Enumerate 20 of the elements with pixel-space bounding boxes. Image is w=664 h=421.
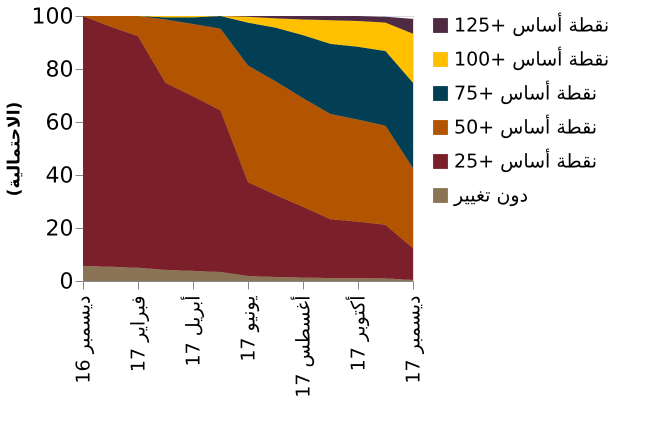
y-tick-label: 20 — [46, 216, 74, 242]
legend-label: نقطة أساس +50 — [454, 114, 598, 138]
x-tick-label: فبراير 17 — [128, 296, 150, 372]
legend-label: نقطة أساس +125 — [454, 12, 610, 36]
x-tick-label: أغسطس 17 — [290, 296, 314, 398]
y-tick-label: 60 — [46, 110, 74, 136]
legend-label: نقطة أساس +100 — [454, 46, 610, 70]
legend-label: نقطة أساس +75 — [454, 80, 598, 104]
y-axis-title: (الاحتمالية) — [4, 102, 25, 196]
x-tick-label: أكتوبر 17 — [346, 296, 370, 372]
legend-label: دون تغيير — [453, 184, 528, 206]
x-tick-label: ديسمبر 17 — [402, 296, 424, 384]
y-tick-label: 40 — [46, 164, 74, 188]
y-tick-label: 100 — [32, 4, 74, 30]
y-tick-label: 0 — [60, 270, 74, 294]
x-tick-label: يونيو 17 — [238, 296, 260, 362]
x-tick-label: ديسمبر 16 — [72, 296, 94, 384]
x-tick-label: أبريل 17 — [180, 296, 204, 366]
legend-label: نقطة أساس +25 — [454, 148, 598, 172]
y-tick-label: 80 — [46, 58, 74, 82]
